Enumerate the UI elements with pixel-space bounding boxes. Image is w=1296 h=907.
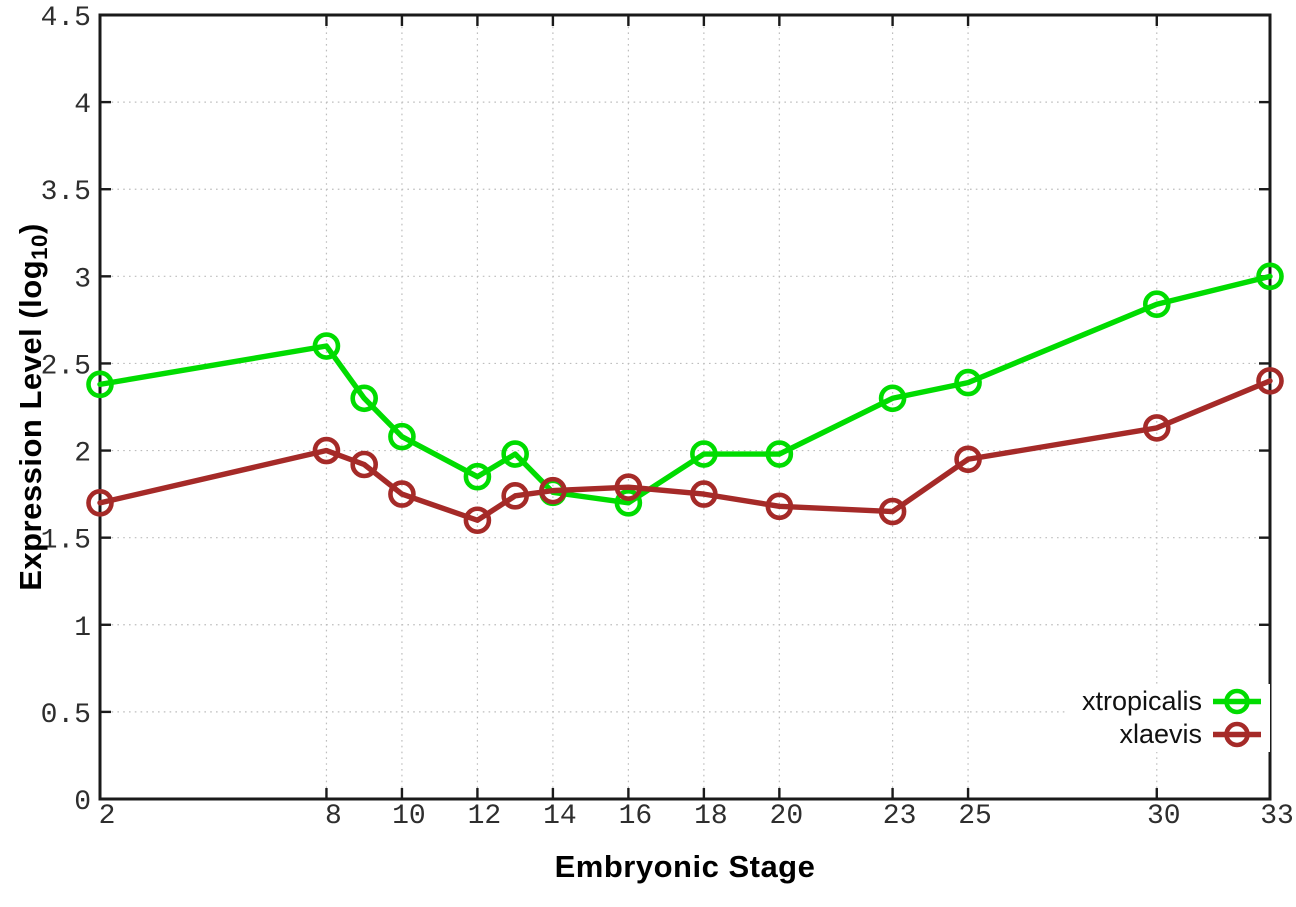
legend-item-xtropicalis: xtropicalis [1082,686,1262,717]
data-point-xlaevis [690,480,718,508]
x-tick-label: 16 [619,801,653,832]
data-point-xtropicalis [350,384,378,413]
data-point-xlaevis [501,482,529,510]
x-tick-label: 30 [1147,801,1181,832]
data-point-xlaevis [312,436,341,465]
series-line-xlaevis [97,378,1273,523]
data-point-xlaevis [878,497,907,526]
data-point-xtropicalis [878,384,907,413]
x-tick-label: 33 [1260,801,1294,832]
x-tick-label: 25 [958,801,992,832]
data-point-xtropicalis [690,440,718,468]
data-point-xlaevis [1256,367,1284,395]
data-point-xtropicalis [86,370,114,399]
data-point-xtropicalis [1142,290,1171,319]
data-point-xlaevis [463,506,492,535]
y-axis-title-subscript: 10 [26,234,52,260]
data-point-xtropicalis [1256,262,1284,291]
data-point-xtropicalis [614,489,643,517]
x-tick-label: 8 [325,801,342,832]
data-point-xlaevis [388,480,416,508]
legend-label-xlaevis: xlaevis [1119,719,1202,749]
x-tick-label: 18 [694,801,728,832]
legend-sample-marker [1224,721,1250,748]
data-point-xlaevis [1142,414,1171,442]
data-point-xtropicalis [954,368,982,397]
data-point-xlaevis [539,476,567,505]
series-line-xtropicalis [97,273,1273,506]
y-axis-title-text: Expression Level (log [13,259,49,591]
legend-sample-marker [1224,688,1250,715]
y-tick-label: 0.5 [41,700,91,731]
data-point-xlaevis [86,489,114,517]
data-point-xlaevis [614,473,643,501]
data-point-xtropicalis [765,440,794,468]
x-tick-label: 12 [468,801,502,832]
y-axis-title-close: ) [13,223,49,235]
y-tick-label: 4 [74,90,91,121]
data-point-xtropicalis [312,332,341,360]
data-point-xtropicalis [463,462,492,491]
plot-border [98,13,1272,801]
x-tick-label: 20 [770,801,804,832]
x-tick-label: 2 [99,801,116,832]
data-point-xtropicalis [388,422,416,451]
y-tick-label: 0 [74,787,91,818]
y-tick-label: 2 [74,439,91,470]
xtropicalis-line-marker-icon [1213,688,1261,715]
data-point-xtropicalis [501,440,529,468]
data-point-xlaevis [765,492,794,521]
y-tick-label: 3.5 [41,177,91,208]
y-tick-label: 1.5 [41,526,91,557]
y-tick-label: 2.5 [41,351,91,382]
data-point-xlaevis [954,445,982,474]
x-tick-label: 23 [883,801,917,832]
y-axis-title: Expression Level (log10) [13,223,53,591]
x-tick-label: 10 [392,801,426,832]
legend: xtropicalis xlaevis [1067,684,1270,752]
legend-item-xlaevis: xlaevis [1119,719,1262,750]
x-tick-label: 14 [543,801,577,832]
data-point-xlaevis [350,450,378,479]
xlaevis-line-marker-icon [1213,721,1261,748]
x-axis-title: Embryonic Stage [554,849,816,884]
legend-label-xtropicalis: xtropicalis [1081,686,1202,716]
y-tick-label: 3 [74,264,91,295]
y-tick-label: 1 [74,613,91,644]
y-tick-label: 4.5 [41,3,91,34]
